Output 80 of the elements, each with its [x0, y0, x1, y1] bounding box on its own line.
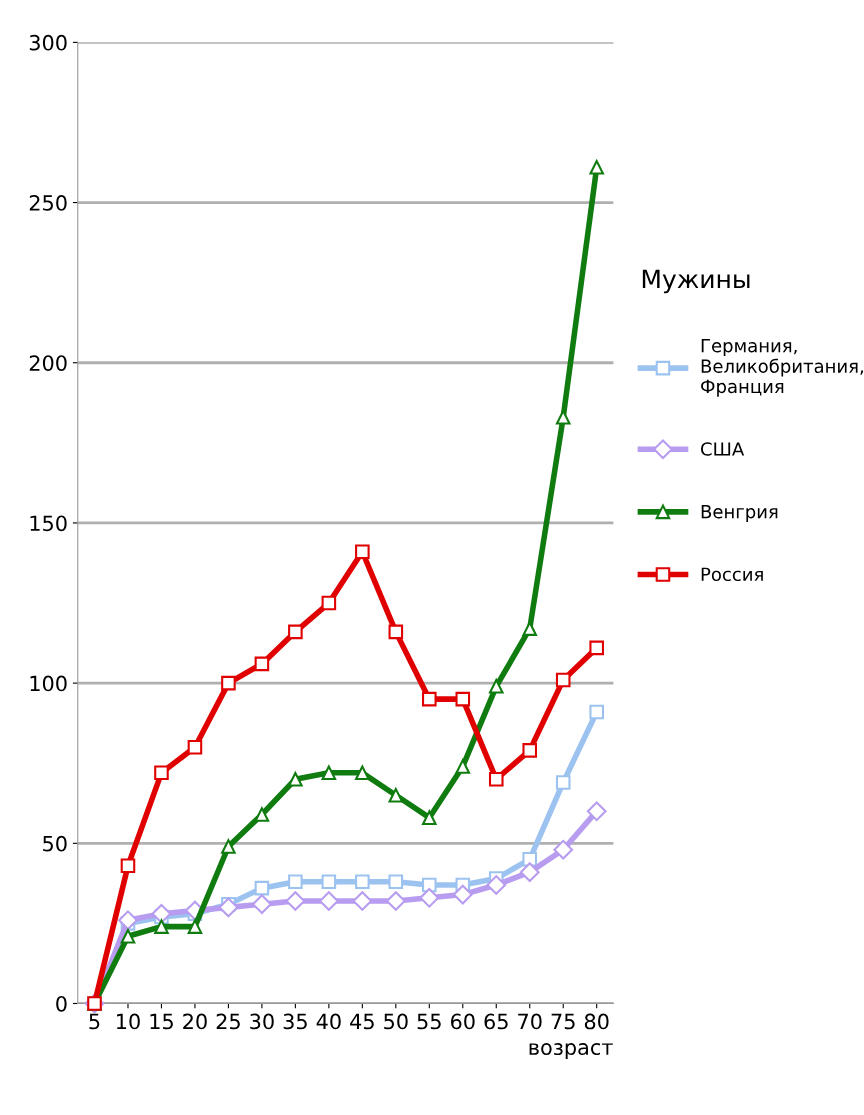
x-tick-label: 55	[417, 1013, 441, 1030]
y-tick-label: 100	[30, 675, 67, 692]
point	[553, 839, 574, 860]
y-tick-label: 200	[29, 355, 67, 371]
point	[555, 672, 571, 688]
x-tick-label: 5	[89, 1013, 100, 1030]
legend-label: США	[701, 442, 745, 456]
x-tick-label: 30	[250, 1013, 274, 1030]
x-tick-label: 80	[584, 1013, 609, 1030]
point	[388, 874, 404, 890]
point	[252, 894, 272, 915]
legend-label: Венгрия	[701, 505, 778, 522]
y-tick-label: 150	[30, 515, 67, 532]
point	[254, 880, 270, 896]
point	[455, 759, 471, 774]
point	[221, 675, 236, 691]
point	[154, 919, 169, 934]
point	[555, 775, 571, 790]
x-tick-label: 15	[150, 1013, 173, 1030]
y-tick-label: 250	[29, 195, 67, 211]
x-tick-label: 50	[384, 1013, 408, 1030]
x-tick-label: 35	[283, 1013, 307, 1030]
point	[285, 891, 306, 911]
point	[455, 691, 471, 707]
x-tick-label: 20	[183, 1013, 207, 1030]
point	[388, 787, 404, 803]
point	[388, 624, 404, 640]
point	[488, 771, 504, 787]
legend-label: Россия	[701, 567, 763, 582]
point	[187, 739, 203, 755]
point	[288, 771, 303, 787]
point	[355, 544, 370, 560]
point	[522, 621, 538, 636]
point	[586, 801, 607, 822]
point	[221, 839, 236, 854]
x-tick-label: 45	[350, 1013, 374, 1030]
point	[422, 810, 437, 825]
y-tick-label: 0	[56, 995, 67, 1012]
point	[154, 765, 169, 781]
point	[555, 409, 571, 425]
x-tick-label: 40	[316, 1013, 341, 1030]
point	[486, 875, 507, 895]
x-tick-label: 10	[117, 1013, 140, 1030]
point	[488, 679, 504, 694]
point	[589, 160, 604, 175]
point	[519, 862, 540, 883]
x-tick-label: 75	[551, 1013, 575, 1030]
point	[120, 928, 136, 944]
point	[321, 874, 337, 890]
y-tick-label: 300	[29, 34, 67, 51]
point	[288, 874, 303, 890]
x-tick-label: 25	[216, 1013, 240, 1030]
point	[151, 903, 172, 924]
point	[589, 640, 604, 656]
point	[352, 891, 373, 911]
x-tick-label: 65	[484, 1013, 508, 1030]
legend-title: Мужины	[642, 269, 750, 294]
point	[589, 704, 604, 720]
point	[318, 891, 339, 911]
point	[321, 595, 337, 611]
point	[120, 858, 136, 874]
legend-label: Германия, Великобритания, Франция	[701, 338, 863, 397]
point	[355, 765, 370, 781]
point	[522, 743, 538, 758]
point	[218, 897, 239, 918]
point	[355, 874, 370, 890]
point	[321, 765, 337, 781]
point	[422, 691, 437, 707]
point	[118, 910, 138, 931]
point	[254, 656, 270, 672]
x-axis-title: возраст	[529, 1043, 613, 1060]
point	[187, 919, 203, 934]
point	[452, 884, 473, 905]
point	[422, 877, 437, 893]
y-tick-label: 50	[43, 835, 67, 852]
point	[419, 887, 440, 908]
point	[385, 891, 406, 911]
x-tick-label: 70	[518, 1013, 542, 1030]
point	[288, 624, 303, 640]
x-tick-label: 60	[450, 1013, 475, 1030]
